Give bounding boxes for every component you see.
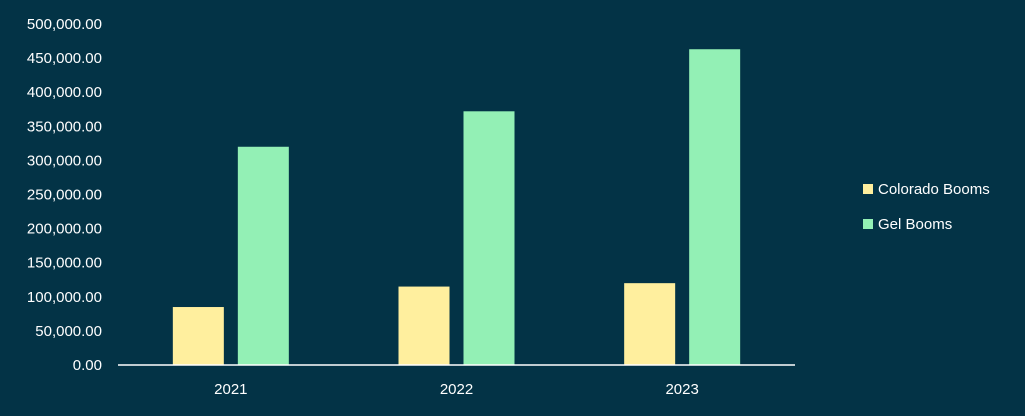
legend-swatch: [863, 184, 873, 194]
y-tick-label: 500,000.00: [27, 16, 102, 33]
legend-label: Gel Booms: [878, 216, 952, 233]
y-tick-label: 250,000.00: [27, 187, 102, 204]
y-tick-label: 150,000.00: [27, 255, 102, 272]
bars: [172, 49, 741, 366]
y-axis: 0.00 50,000.00 100,000.00 150,000.00 200,000…: [27, 16, 102, 374]
y-tick-label: 450,000.00: [27, 50, 102, 67]
y-tick-label: 400,000.00: [27, 84, 102, 101]
bar-colorado-booms-2021: [172, 307, 224, 365]
bar-colorado-booms-2022: [398, 286, 450, 365]
x-tick-label: 2023: [665, 381, 698, 398]
legend-label: Colorado Booms: [878, 181, 990, 198]
x-axis: 2021 2022 2023: [214, 381, 699, 398]
x-tick-label: 2022: [440, 381, 473, 398]
y-tick-label: 50,000.00: [35, 323, 102, 340]
bar-gel-booms-2023: [689, 49, 741, 365]
legend: Colorado Booms Gel Booms: [863, 181, 990, 233]
legend-swatch: [863, 219, 873, 229]
y-tick-label: 0.00: [73, 357, 102, 374]
bar-gel-booms-2021: [237, 146, 289, 365]
y-tick-label: 200,000.00: [27, 221, 102, 238]
bar-colorado-booms-2023: [624, 283, 676, 365]
y-tick-label: 100,000.00: [27, 289, 102, 306]
y-tick-label: 350,000.00: [27, 118, 102, 135]
y-tick-label: 300,000.00: [27, 152, 102, 169]
bar-gel-booms-2022: [463, 111, 515, 366]
x-tick-label: 2021: [214, 381, 247, 398]
